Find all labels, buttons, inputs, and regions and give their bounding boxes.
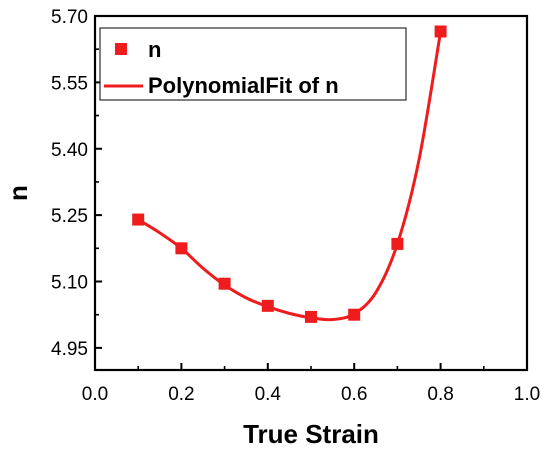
data-point [305, 310, 317, 323]
data-point [132, 213, 145, 226]
x-tick-label: 0.8 [427, 384, 453, 405]
x-tick-label: 0.6 [341, 384, 367, 405]
legend-box [99, 27, 407, 101]
x-tick-label: 0.0 [82, 384, 108, 405]
data-point [434, 25, 447, 38]
y-tick-label: 5.25 [51, 206, 88, 227]
x-tick-label: 0.4 [255, 384, 282, 405]
data-point [218, 277, 231, 290]
legend-label-fit: PolynomialFit of n [148, 73, 339, 98]
data-point [391, 237, 404, 250]
x-axis-title: True Strain [243, 419, 379, 449]
legend-label-n: n [148, 37, 161, 62]
y-tick-label: 5.40 [51, 140, 88, 161]
series-layer [132, 25, 447, 323]
legend: n PolynomialFit of n [99, 27, 407, 101]
data-point [348, 308, 361, 321]
y-axis: 4.95 5.10 5.25 5.40 5.55 5.70 [51, 7, 102, 360]
y-tick-label: 4.95 [51, 339, 88, 360]
y-axis-title: n [3, 185, 33, 201]
y-tick-label: 5.55 [51, 73, 88, 94]
data-point [175, 242, 188, 255]
data-point [261, 299, 274, 312]
x-axis: 0.0 0.2 0.4 0.6 0.8 1.0 [82, 363, 540, 405]
y-tick-label: 5.70 [51, 7, 88, 28]
x-tick-label: 0.2 [168, 384, 194, 405]
legend-marker-n [115, 43, 127, 55]
x-tick-label: 1.0 [514, 384, 540, 405]
y-tick-label: 5.10 [51, 273, 88, 294]
